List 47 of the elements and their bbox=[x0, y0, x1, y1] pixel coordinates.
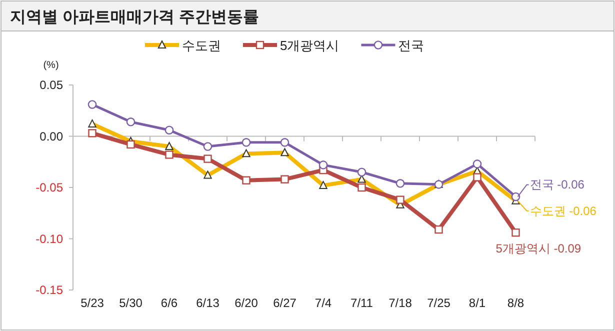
annotation: 5개광역시 -0.09 bbox=[496, 242, 582, 256]
x-tick-label: 6/6 bbox=[160, 296, 178, 310]
point bbox=[358, 183, 366, 192]
x-tick-label: 5/30 bbox=[119, 296, 143, 310]
x-tick-label: 5/23 bbox=[80, 296, 104, 310]
point bbox=[280, 138, 290, 147]
point bbox=[242, 138, 251, 147]
y-tick-label: 0.05 bbox=[40, 78, 64, 92]
x-tick-label: 7/25 bbox=[427, 296, 451, 310]
y-tick-label: 0.00 bbox=[40, 129, 64, 144]
point bbox=[434, 225, 443, 234]
annotation: 수도권 -0.06 bbox=[530, 204, 597, 218]
point bbox=[165, 150, 174, 159]
legend-label: 5개광역시 bbox=[280, 38, 340, 53]
point bbox=[280, 175, 289, 184]
point bbox=[88, 129, 96, 138]
point bbox=[511, 192, 520, 202]
x-tick-label: 6/13 bbox=[196, 296, 220, 310]
x-tick-label: 6/20 bbox=[234, 296, 258, 310]
point bbox=[512, 228, 520, 237]
point bbox=[473, 173, 482, 182]
chart-title: 지역별 아파트매매가격 주간변동률 bbox=[10, 9, 259, 26]
point bbox=[396, 196, 404, 204]
x-tick-label: 6/27 bbox=[273, 296, 297, 310]
point bbox=[204, 154, 212, 163]
point bbox=[472, 160, 482, 168]
x-tick-label: 7/11 bbox=[350, 296, 374, 310]
point bbox=[242, 176, 250, 184]
x-tick-label: 8/1 bbox=[468, 296, 486, 310]
y-tick-label: -0.05 bbox=[36, 180, 64, 194]
point bbox=[203, 142, 212, 151]
x-tick-label: 7/4 bbox=[314, 296, 332, 310]
y-tick-label: -0.15 bbox=[36, 283, 64, 297]
legend-label: 전국 bbox=[398, 38, 424, 53]
annotation: 전국 -0.06 bbox=[530, 178, 585, 192]
point bbox=[126, 140, 135, 149]
point bbox=[88, 100, 97, 109]
y-tick-label: -0.10 bbox=[36, 232, 64, 246]
point bbox=[164, 126, 174, 134]
legend-label: 수도권 bbox=[182, 38, 221, 53]
point bbox=[318, 160, 328, 170]
point bbox=[396, 179, 405, 188]
point bbox=[126, 118, 136, 126]
x-tick-label: 7/18 bbox=[388, 296, 412, 310]
x-tick-label: 8/8 bbox=[507, 296, 524, 310]
point bbox=[357, 168, 366, 177]
y-axis-title: (%) bbox=[43, 60, 59, 71]
